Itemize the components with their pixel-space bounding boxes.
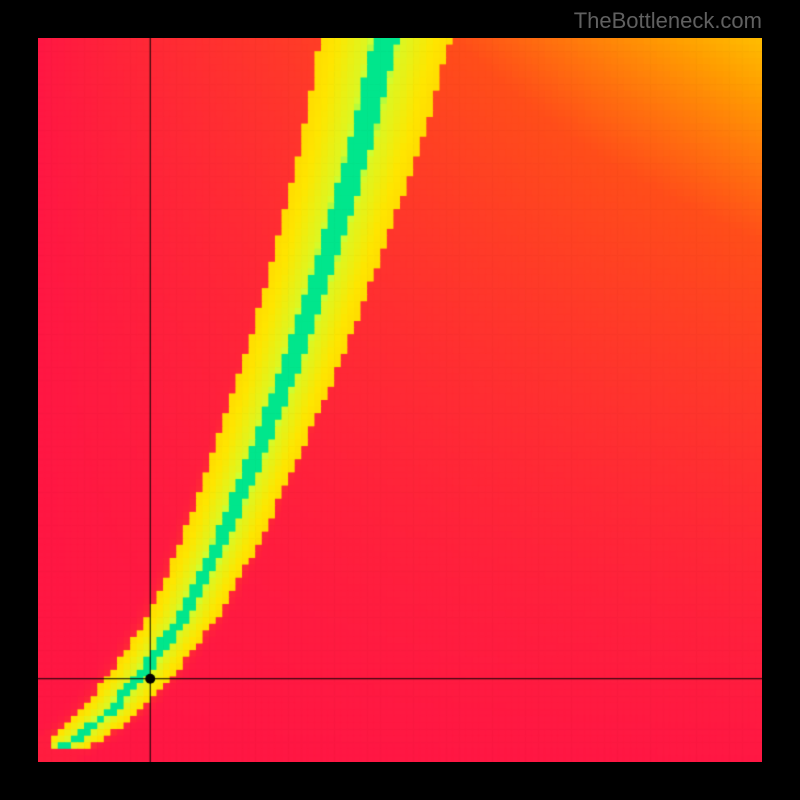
watermark-text: TheBottleneck.com	[574, 8, 762, 34]
heatmap-canvas	[38, 38, 762, 762]
bottleneck-heatmap	[38, 38, 762, 762]
